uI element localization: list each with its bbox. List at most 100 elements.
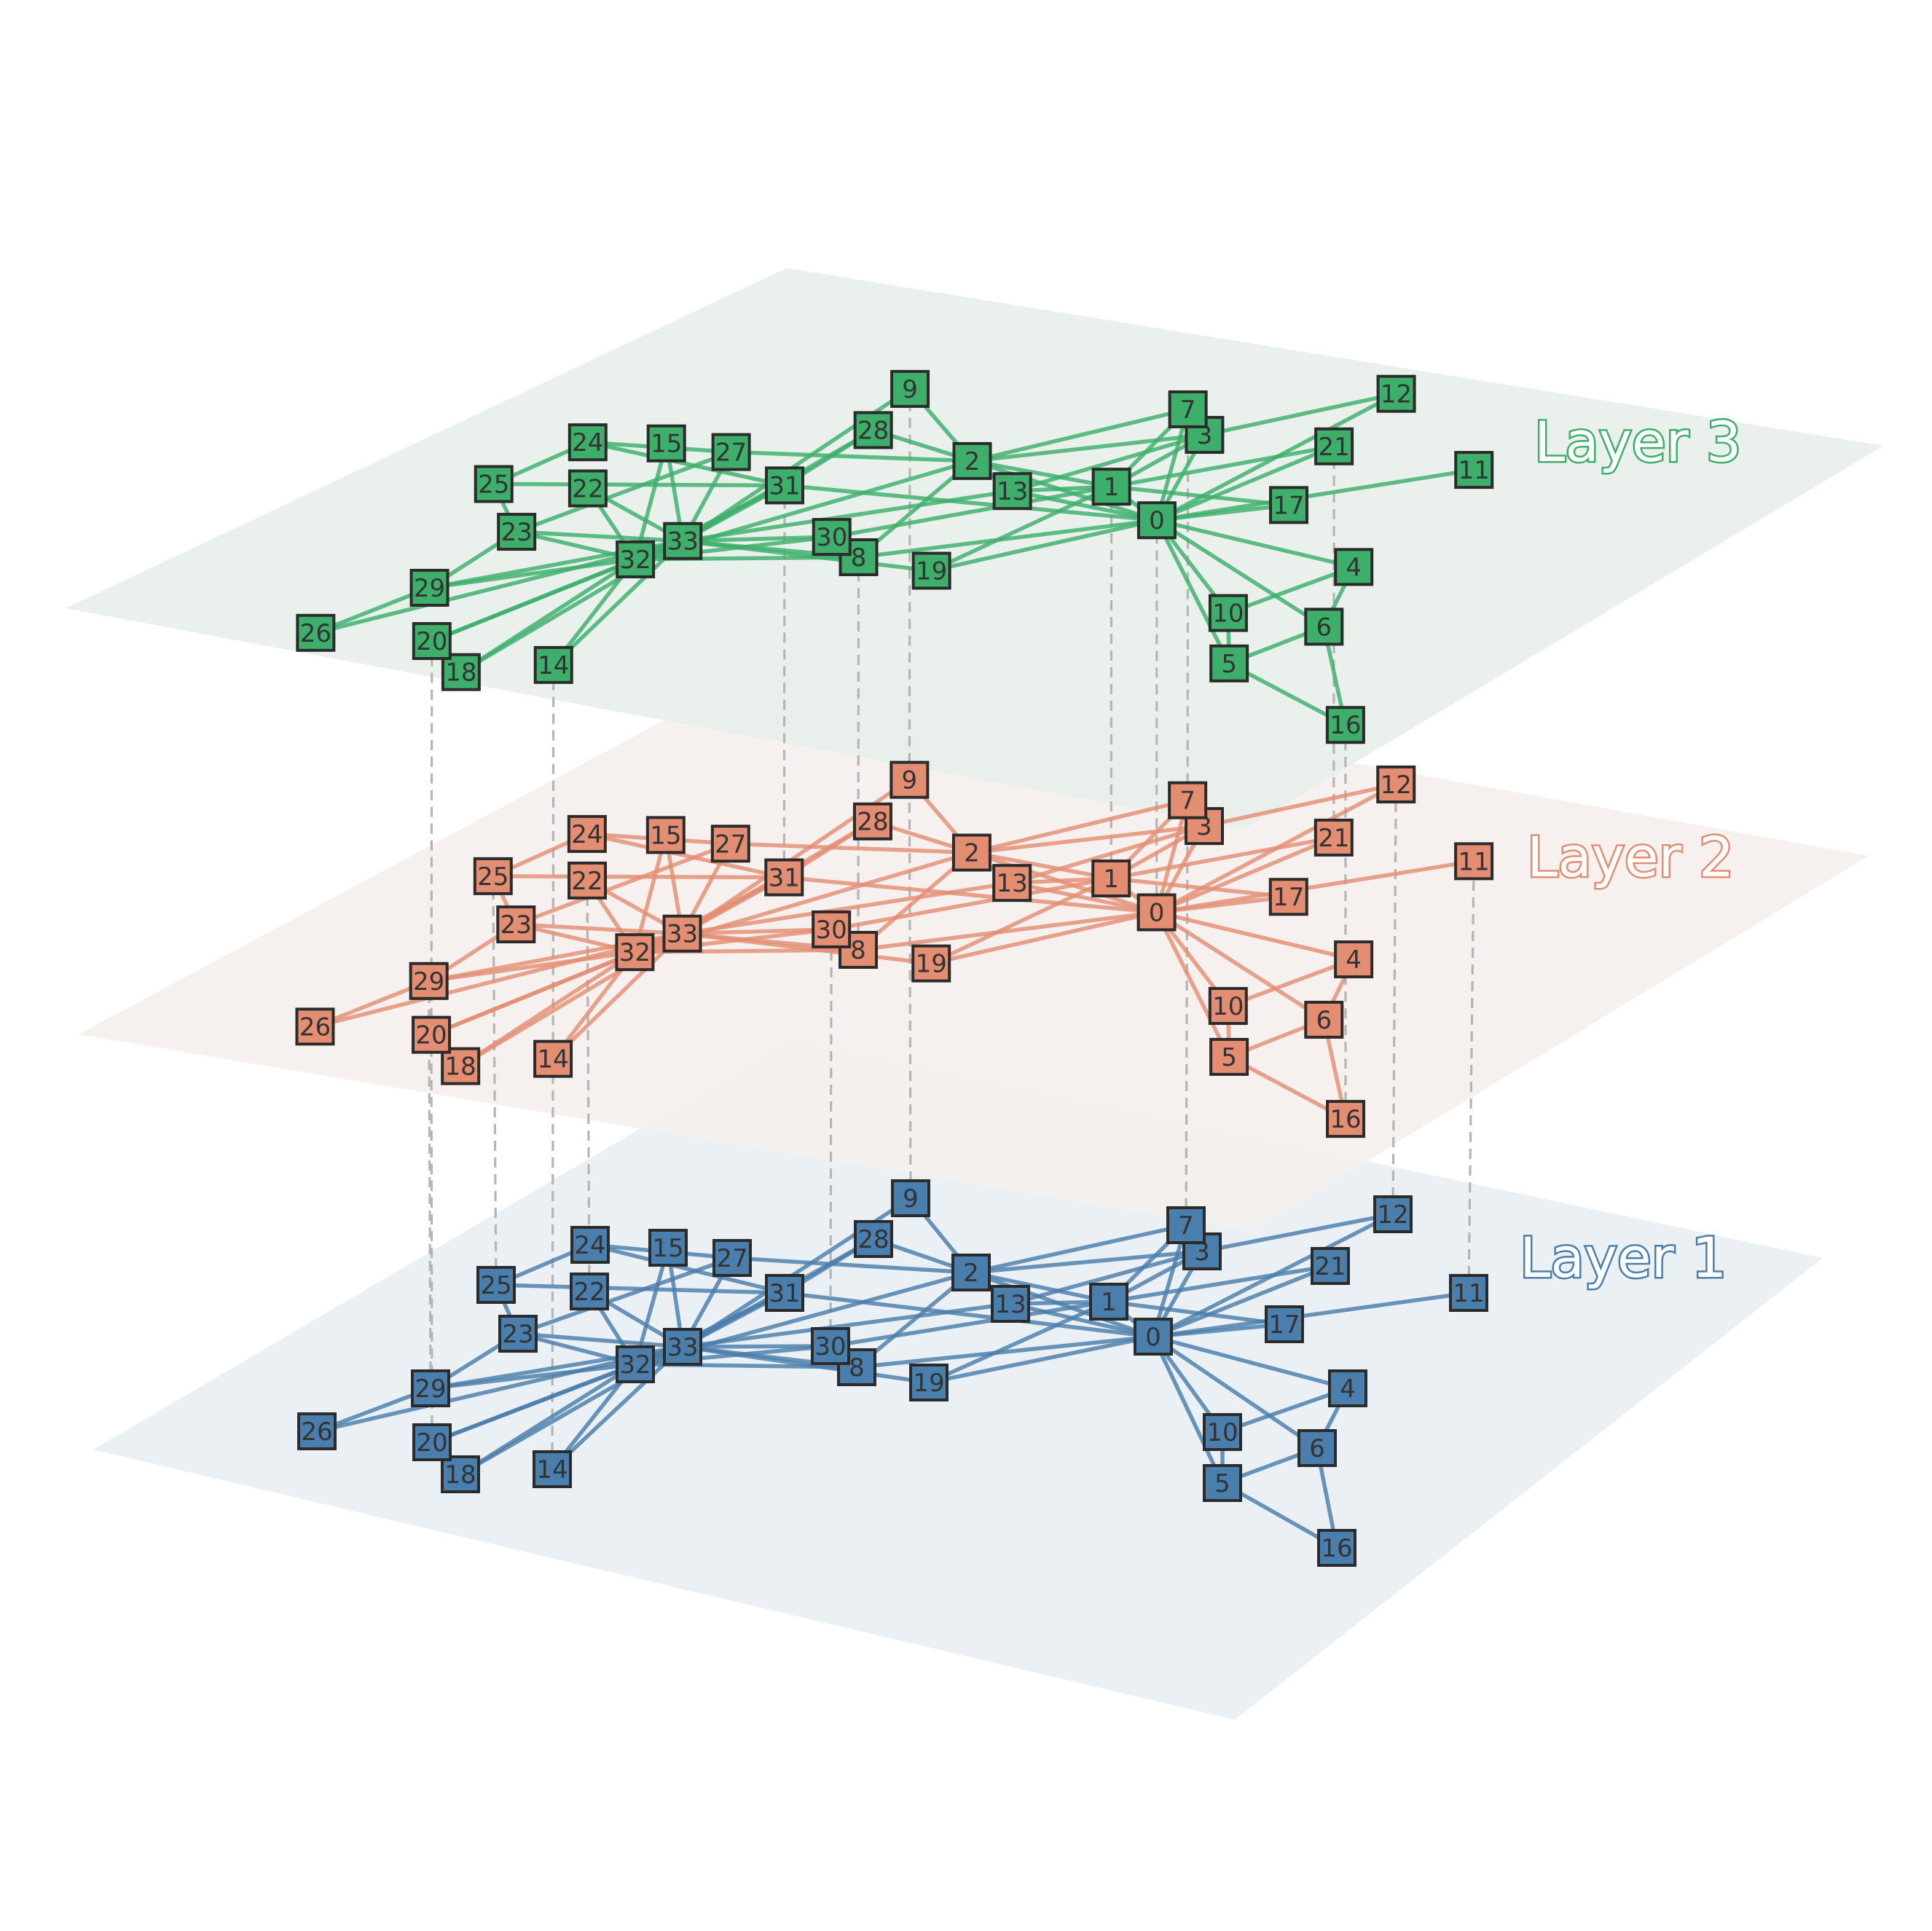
node-0[interactable]: 0 — [1136, 501, 1177, 540]
node-20[interactable]: 20 — [412, 622, 452, 661]
node-9[interactable]: 9 — [891, 1179, 930, 1217]
node-2[interactable]: 2 — [951, 1254, 991, 1291]
node-24[interactable]: 24 — [570, 1226, 610, 1264]
node-4[interactable]: 4 — [1334, 548, 1374, 586]
node-17[interactable]: 17 — [1265, 1305, 1304, 1343]
node-5[interactable]: 5 — [1209, 1037, 1249, 1076]
node-16[interactable]: 16 — [1325, 706, 1365, 744]
node-7[interactable]: 7 — [1166, 1206, 1206, 1244]
node-5[interactable]: 5 — [1203, 1464, 1242, 1502]
node-6[interactable]: 6 — [1304, 1000, 1344, 1039]
node-11[interactable]: 11 — [1454, 451, 1494, 489]
node-2[interactable]: 2 — [951, 833, 991, 872]
node-10[interactable]: 10 — [1208, 987, 1248, 1026]
node-30[interactable]: 30 — [811, 1327, 850, 1365]
node-26[interactable]: 26 — [297, 1412, 337, 1450]
node-26[interactable]: 26 — [295, 1007, 335, 1046]
node-12[interactable]: 12 — [1376, 374, 1416, 413]
node-22[interactable]: 22 — [568, 469, 608, 508]
node-7[interactable]: 7 — [1168, 390, 1208, 428]
node-12[interactable]: 12 — [1376, 765, 1416, 803]
node-31[interactable]: 31 — [765, 1274, 804, 1312]
node-29[interactable]: 29 — [409, 961, 449, 1000]
node-5[interactable]: 5 — [1209, 644, 1249, 683]
node-20[interactable]: 20 — [412, 1015, 452, 1054]
node-30[interactable]: 30 — [812, 518, 852, 557]
node-33[interactable]: 33 — [663, 1328, 702, 1366]
node-7[interactable]: 7 — [1168, 781, 1208, 819]
node-11[interactable]: 11 — [1449, 1274, 1488, 1312]
node-27[interactable]: 27 — [712, 1239, 752, 1277]
node-28[interactable]: 28 — [852, 802, 892, 841]
node-2[interactable]: 2 — [952, 441, 992, 480]
node-9[interactable]: 9 — [890, 369, 930, 408]
node-22[interactable]: 22 — [568, 861, 608, 900]
edge-1-19 — [927, 1299, 1111, 1385]
node-29[interactable]: 29 — [409, 568, 449, 607]
node-25[interactable]: 25 — [476, 1266, 516, 1304]
node-4[interactable]: 4 — [1334, 940, 1374, 979]
node-0[interactable]: 0 — [1136, 893, 1177, 932]
node-27[interactable]: 27 — [710, 825, 750, 863]
node-33[interactable]: 33 — [662, 914, 702, 953]
node-18[interactable]: 18 — [441, 1455, 480, 1493]
node-17[interactable]: 17 — [1269, 486, 1309, 524]
node-31[interactable]: 31 — [764, 858, 804, 897]
node-19[interactable]: 19 — [911, 944, 951, 983]
node-10[interactable]: 10 — [1203, 1413, 1242, 1451]
node-14[interactable]: 14 — [533, 1450, 572, 1488]
node-32[interactable]: 32 — [615, 933, 655, 972]
node-4[interactable]: 4 — [1328, 1369, 1367, 1407]
node-21[interactable]: 21 — [1314, 427, 1354, 465]
node-15[interactable]: 15 — [648, 1229, 688, 1267]
node-25[interactable]: 25 — [473, 857, 513, 895]
node-30[interactable]: 30 — [812, 910, 852, 948]
node-6[interactable]: 6 — [1304, 607, 1344, 646]
node-23[interactable]: 23 — [498, 1315, 538, 1353]
node-0[interactable]: 0 — [1134, 1318, 1173, 1356]
node-31[interactable]: 31 — [765, 466, 805, 505]
node-15[interactable]: 15 — [645, 816, 686, 854]
node-16[interactable]: 16 — [1326, 1100, 1366, 1138]
node-21[interactable]: 21 — [1313, 818, 1354, 857]
node-8[interactable]: 8 — [837, 1348, 876, 1386]
node-13[interactable]: 13 — [992, 864, 1032, 902]
node-24[interactable]: 24 — [568, 423, 608, 462]
node-1[interactable]: 1 — [1091, 468, 1131, 506]
node-1[interactable]: 1 — [1089, 1283, 1128, 1321]
node-25[interactable]: 25 — [474, 465, 514, 503]
node-29[interactable]: 29 — [411, 1369, 450, 1407]
node-24[interactable]: 24 — [567, 814, 607, 853]
node-13[interactable]: 13 — [992, 472, 1032, 511]
node-1[interactable]: 1 — [1091, 859, 1131, 897]
node-13[interactable]: 13 — [991, 1285, 1030, 1323]
node-9[interactable]: 9 — [890, 760, 930, 799]
node-32[interactable]: 32 — [616, 540, 656, 578]
node-27[interactable]: 27 — [711, 433, 751, 471]
node-8[interactable]: 8 — [839, 538, 879, 576]
node-19[interactable]: 19 — [909, 1364, 949, 1401]
node-6[interactable]: 6 — [1297, 1429, 1337, 1467]
node-14[interactable]: 14 — [533, 1039, 573, 1078]
node-15[interactable]: 15 — [646, 424, 686, 463]
node-17[interactable]: 17 — [1268, 878, 1308, 916]
node-19[interactable]: 19 — [911, 551, 951, 590]
node-23[interactable]: 23 — [497, 513, 537, 551]
node-11[interactable]: 11 — [1454, 842, 1494, 881]
node-16[interactable]: 16 — [1317, 1529, 1356, 1567]
node-32[interactable]: 32 — [616, 1345, 655, 1383]
node-28[interactable]: 28 — [854, 1220, 893, 1258]
node-8[interactable]: 8 — [838, 931, 878, 970]
node-12[interactable]: 12 — [1373, 1195, 1413, 1233]
node-33[interactable]: 33 — [663, 522, 703, 560]
node-21[interactable]: 21 — [1311, 1247, 1350, 1285]
node-26[interactable]: 26 — [296, 613, 336, 652]
node-20[interactable]: 20 — [412, 1423, 452, 1461]
node-18[interactable]: 18 — [441, 1047, 481, 1085]
node-18[interactable]: 18 — [441, 653, 481, 691]
node-22[interactable]: 22 — [570, 1273, 609, 1310]
node-14[interactable]: 14 — [533, 645, 573, 684]
node-23[interactable]: 23 — [496, 905, 536, 944]
node-28[interactable]: 28 — [853, 411, 893, 449]
node-10[interactable]: 10 — [1208, 594, 1248, 632]
